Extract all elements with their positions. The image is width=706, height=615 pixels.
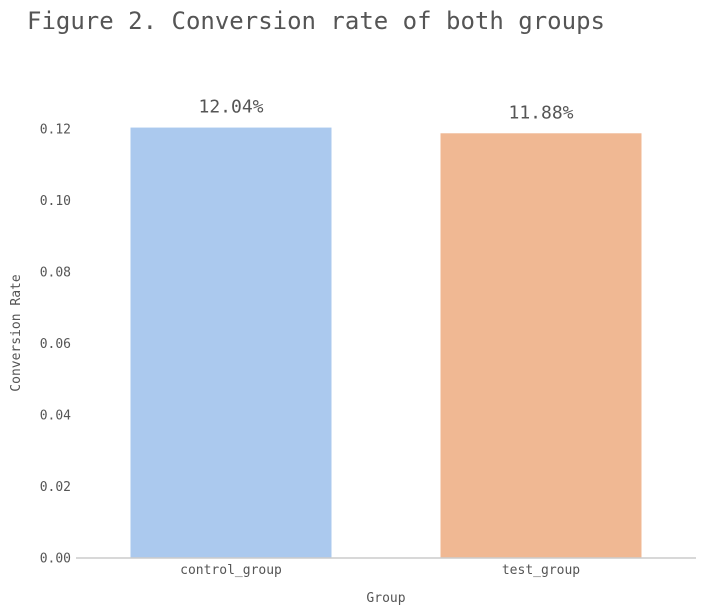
y-tick-label: 0.08 (40, 266, 71, 281)
y-tick-label: 0.06 (40, 337, 71, 352)
y-axis-label: Conversion Rate (9, 274, 24, 392)
y-axis-ticks: 0.00 0.02 0.04 0.06 0.08 0.10 0.12 (40, 123, 71, 567)
bars (130, 127, 642, 559)
bar-control_group (130, 127, 332, 558)
data-label-control_group: 12.04% (198, 97, 263, 118)
data-labels: 12.04% 11.88% (198, 97, 573, 124)
bar-test_group (440, 133, 642, 559)
x-axis-ticks: control_group test_group (180, 563, 580, 578)
y-tick-label: 0.02 (40, 480, 71, 495)
y-tick-label: 0.10 (40, 194, 71, 209)
x-tick-label: test_group (502, 563, 580, 578)
x-tick-label: control_group (180, 563, 282, 578)
y-tick-label: 0.12 (40, 123, 71, 138)
y-tick-label: 0.00 (40, 552, 71, 567)
x-axis-label: Group (366, 591, 405, 606)
y-tick-label: 0.04 (40, 409, 71, 424)
chart-title: Figure 2. Conversion rate of both groups (27, 7, 605, 35)
data-label-test_group: 11.88% (508, 102, 573, 123)
